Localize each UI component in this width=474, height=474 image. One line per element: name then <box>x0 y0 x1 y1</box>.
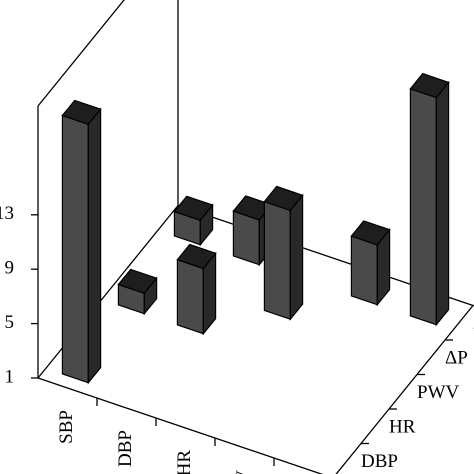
bar-front <box>61 114 89 384</box>
bar-front <box>350 235 378 306</box>
x-tick-label: DBP <box>115 430 136 467</box>
axis-line <box>37 377 324 474</box>
x-tick-label: SBP <box>56 410 77 444</box>
frame-line <box>37 0 125 107</box>
bar-top <box>61 99 102 126</box>
x-tick-label: V <box>233 470 254 474</box>
bar <box>350 220 391 307</box>
bar-side <box>435 80 450 327</box>
bar <box>173 195 214 247</box>
bar-front <box>176 258 204 335</box>
bar <box>263 185 304 321</box>
bar-front <box>263 200 291 321</box>
frame-line <box>37 205 179 379</box>
z-tick-label: DBP <box>361 451 398 472</box>
bar-side <box>289 193 304 321</box>
z-tick-label: ΔP <box>445 348 468 369</box>
bar-side <box>87 107 102 385</box>
bar <box>61 99 102 385</box>
bar-top <box>350 220 391 246</box>
z-tick-label: PWV <box>417 382 460 403</box>
y-tick-label: 9 <box>5 258 15 279</box>
y-tick-label: 1 <box>5 366 15 387</box>
z-tick-label: HR <box>389 417 416 438</box>
x-tick-label: HR <box>174 450 195 474</box>
bar-top <box>263 185 304 212</box>
bar-top <box>176 243 217 270</box>
y-tick-label: 5 <box>5 312 15 333</box>
bar-top <box>173 195 214 222</box>
bar <box>176 243 217 336</box>
bar-top <box>409 72 450 99</box>
axis-line <box>335 305 474 474</box>
y-tick-label: 13 <box>0 203 14 224</box>
bar <box>409 72 450 327</box>
bar <box>117 268 158 316</box>
bar-top <box>117 268 158 295</box>
bar-front <box>409 87 437 326</box>
